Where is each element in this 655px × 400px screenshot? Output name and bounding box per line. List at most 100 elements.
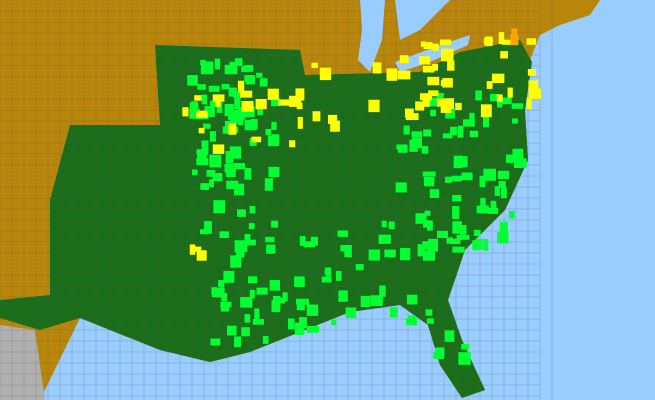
county-scattered — [436, 98, 446, 107]
county-common — [457, 125, 464, 138]
county-scattered — [189, 244, 196, 255]
county-common — [197, 149, 207, 162]
county-common — [241, 327, 250, 337]
county-common — [209, 131, 216, 142]
county-common — [452, 206, 460, 219]
county-common — [338, 290, 348, 302]
county-scattered — [212, 144, 225, 154]
county-scattered — [526, 38, 537, 45]
county-common — [497, 232, 509, 244]
county-common — [396, 144, 407, 150]
county-common — [189, 102, 199, 116]
county-common — [400, 247, 411, 261]
county-scattered — [496, 94, 503, 102]
county-common — [461, 172, 473, 181]
county-scattered — [422, 65, 435, 73]
county-common — [487, 207, 499, 214]
county-common — [411, 137, 422, 149]
county-common — [407, 315, 416, 325]
county-common — [271, 134, 280, 142]
county-common — [233, 91, 242, 99]
county-common — [321, 276, 332, 283]
county-scattered — [455, 102, 462, 111]
county-common — [461, 354, 468, 363]
county-common — [221, 84, 230, 90]
county-common — [271, 121, 277, 130]
county-common — [250, 118, 258, 129]
county-common — [406, 294, 418, 305]
county-common — [269, 280, 281, 291]
county-common — [211, 287, 218, 295]
county-common — [234, 97, 241, 110]
county-common — [220, 301, 232, 308]
county-common — [187, 75, 198, 86]
county-common — [200, 229, 209, 235]
county-common — [234, 240, 248, 253]
county-common — [411, 131, 423, 138]
county-common — [262, 336, 269, 344]
county-common — [337, 230, 349, 237]
county-scattered — [386, 68, 398, 81]
county-common — [212, 172, 223, 182]
county-scattered — [198, 127, 205, 134]
county-common — [237, 209, 246, 217]
county-scattered — [330, 120, 340, 132]
lake-huron — [395, 0, 450, 40]
county-common — [476, 238, 483, 250]
county-scattered — [255, 98, 267, 110]
county-common — [215, 287, 225, 298]
county-scattered — [440, 104, 452, 113]
county-common — [427, 243, 437, 251]
county-common — [483, 239, 489, 251]
county-scattered — [445, 98, 455, 109]
county-common — [427, 220, 433, 231]
county-scattered — [368, 99, 380, 113]
county-common — [450, 126, 457, 136]
county-scattered — [432, 64, 439, 71]
county-common — [501, 97, 512, 105]
county-common — [472, 240, 478, 251]
county-common — [360, 295, 371, 308]
county-common — [512, 148, 524, 162]
county-common — [370, 295, 383, 306]
county-common — [459, 224, 467, 235]
county-common — [271, 220, 279, 228]
county-common — [229, 146, 242, 159]
county-common — [505, 154, 518, 163]
county-scattered — [418, 56, 431, 65]
county-common — [218, 280, 225, 288]
county-common — [223, 270, 235, 283]
county-scattered — [251, 136, 262, 143]
county-scattered — [397, 70, 411, 80]
county-common — [453, 155, 463, 169]
county-scattered — [423, 43, 436, 49]
county-common — [268, 166, 280, 177]
county-common — [259, 78, 268, 87]
county-common — [264, 178, 273, 191]
county-common — [244, 75, 255, 82]
county-common — [282, 292, 288, 302]
county-scattered — [312, 111, 321, 122]
county-scattered — [241, 101, 254, 112]
county-common — [513, 158, 527, 168]
county-common — [500, 187, 507, 199]
county-common — [233, 162, 246, 170]
county-common — [479, 175, 486, 188]
county-scattered — [319, 67, 332, 81]
county-common — [201, 94, 208, 105]
county-common — [306, 304, 319, 316]
county-scattered — [427, 76, 440, 86]
county-scattered — [267, 88, 279, 100]
county-common — [209, 179, 215, 188]
county-common — [228, 87, 237, 97]
county-common — [444, 330, 455, 342]
county-common — [271, 300, 281, 313]
county-scattered — [480, 104, 492, 118]
county-scattered — [526, 97, 532, 110]
county-common — [511, 118, 518, 124]
county-borders — [0, 0, 553, 400]
county-rare — [511, 28, 518, 38]
county-common — [288, 318, 295, 330]
county-common — [225, 151, 234, 164]
lake-michigan — [358, 0, 385, 72]
